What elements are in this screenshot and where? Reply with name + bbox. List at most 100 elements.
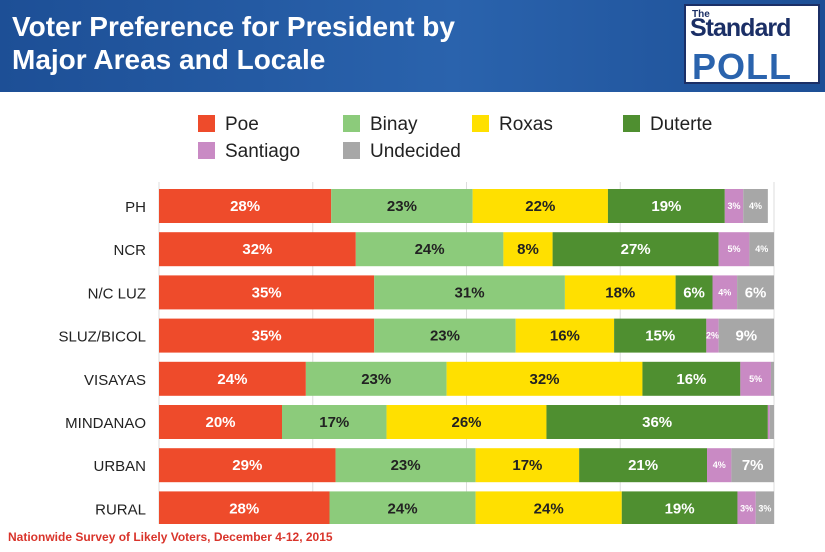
legend-swatch-duterte — [623, 115, 640, 132]
bar-segment-poe — [159, 491, 330, 524]
bar-segment-santiago — [724, 189, 744, 223]
data-label-poe: 35% — [252, 328, 282, 345]
legend-item-roxas: Roxas — [472, 114, 553, 135]
legend-label-poe: Poe — [225, 114, 259, 135]
bar-segment-poe — [159, 189, 332, 223]
bar-segment-roxas — [515, 318, 615, 353]
logo-the-text: The — [692, 9, 710, 20]
bar-segment-roxas — [475, 491, 622, 524]
chart-title: Voter Preference for President by Major … — [12, 10, 455, 76]
bar-segment-duterte — [546, 405, 768, 439]
legend-swatch-binay — [343, 115, 360, 132]
data-label-duterte: 36% — [642, 414, 672, 431]
title-line-1: Voter Preference for President by — [12, 11, 455, 42]
logo-poll-text: POLL — [692, 46, 792, 87]
legend-swatch-santiago — [198, 142, 215, 159]
bar-segment-poe — [159, 405, 282, 439]
data-label-duterte: 6% — [683, 284, 705, 301]
legend-label-duterte: Duterte — [650, 114, 712, 135]
bar-segment-binay — [305, 361, 447, 396]
bar-segment-undecided — [743, 189, 768, 223]
bar-row-rural: RURAL 28% 24% 24% 19% 3% 3% — [95, 491, 774, 524]
data-label-roxas: 32% — [530, 371, 560, 388]
category-label: VISAYAS — [84, 372, 146, 389]
bar-segment-duterte — [642, 361, 741, 396]
category-label: RURAL — [95, 501, 146, 518]
legend-item-duterte: Duterte — [623, 114, 712, 135]
bar-segment-binay — [331, 189, 473, 223]
data-label-duterte: 21% — [628, 457, 658, 474]
bar-segment-santiago — [707, 448, 732, 483]
bar-row-mindanao: MINDANAO 20% 17% 26% 36% — [65, 405, 774, 439]
bar-segment-undecided — [731, 448, 774, 483]
category-label: URBAN — [93, 458, 146, 475]
legend-item-santiago: Santiago — [198, 141, 300, 162]
data-label-poe: 35% — [252, 284, 282, 301]
standard-poll-logo: The Standard POLL — [684, 4, 820, 87]
data-label-undecided: 3% — [758, 503, 771, 513]
bar-row-visayas: VISAYAS 24% 23% 32% 16% 5% — [84, 361, 774, 396]
data-label-duterte: 16% — [676, 371, 706, 388]
bar-row-ncr: NCR 32% 24% 8% 27% 5% 4% — [114, 232, 774, 267]
data-label-poe: 32% — [242, 241, 272, 258]
bar-segment-binay — [329, 491, 476, 524]
data-label-roxas: 8% — [517, 241, 539, 258]
legend-label-binay: Binay — [370, 114, 418, 135]
legend-item-poe: Poe — [198, 114, 259, 135]
logo-standard-text: Standard — [690, 14, 791, 42]
data-label-santiago: 3% — [728, 201, 741, 211]
bar-segment-duterte — [675, 275, 713, 310]
data-label-undecided: 9% — [735, 328, 757, 345]
data-label-duterte: 15% — [645, 328, 675, 345]
data-label-poe: 20% — [205, 414, 235, 431]
data-label-binay: 23% — [387, 198, 417, 215]
legend-item-binay: Binay — [343, 114, 418, 135]
bar-segment-duterte — [552, 232, 719, 267]
data-label-undecided: 7% — [742, 457, 764, 474]
data-label-undecided: 4% — [749, 201, 762, 211]
bar-row-n-c-luz: N/C LUZ 35% 31% 18% 6% 4% 6% — [88, 275, 774, 310]
bar-segment-undecided — [749, 232, 774, 267]
data-label-poe: 28% — [230, 198, 260, 215]
data-label-santiago: 4% — [718, 287, 731, 297]
data-label-duterte: 19% — [651, 198, 681, 215]
bar-segment-santiago — [712, 275, 738, 310]
data-label-binay: 17% — [319, 414, 349, 431]
data-label-binay: 23% — [391, 457, 421, 474]
bar-row-ph: PH 28% 23% 22% 19% 3% 4% — [125, 189, 768, 223]
bar-segment-roxas — [446, 361, 643, 396]
data-label-poe: 29% — [232, 457, 262, 474]
bar-segment-roxas — [472, 189, 608, 223]
bar-segment-poe — [159, 318, 375, 353]
legend-label-undecided: Undecided — [370, 141, 461, 162]
bar-row-sluz-bicol: SLUZ/BICOL 35% 23% 16% 15% 2% 9% — [58, 318, 774, 353]
bar-segment-poe — [159, 275, 375, 310]
data-label-roxas: 26% — [451, 414, 481, 431]
data-label-binay: 24% — [415, 241, 445, 258]
data-label-duterte: 27% — [621, 241, 651, 258]
bar-segment-undecided — [755, 491, 774, 524]
bar-segment-undecided — [737, 275, 774, 310]
data-label-roxas: 18% — [605, 284, 635, 301]
legend-swatch-poe — [198, 115, 215, 132]
data-label-roxas: 17% — [512, 457, 542, 474]
category-label: PH — [125, 199, 146, 216]
category-label: SLUZ/BICOL — [58, 329, 146, 346]
bar-segment-roxas — [564, 275, 676, 310]
data-label-poe: 24% — [217, 371, 247, 388]
data-label-duterte: 19% — [665, 500, 695, 517]
bars: PH 28% 23% 22% 19% 3% 4%NCR 32% 24% 8% 27% 5% 4%N/C … — [58, 189, 774, 524]
data-label-binay: 24% — [388, 500, 418, 517]
bar-segment-duterte — [607, 189, 725, 223]
stacked-bar-chart: Poe Binay Roxas Duterte Santiago Undecided PH… — [58, 114, 775, 524]
bar-segment-duterte — [579, 448, 708, 483]
bar-segment-santiago — [718, 232, 750, 267]
data-label-santiago: 2% — [706, 331, 719, 341]
legend-item-undecided: Undecided — [343, 141, 461, 162]
title-line-2: Major Areas and Locale — [12, 44, 326, 75]
bar-segment-poe — [159, 232, 356, 267]
bar-segment-binay — [374, 318, 516, 353]
data-label-santiago: 5% — [749, 374, 762, 384]
data-label-roxas: 24% — [534, 500, 564, 517]
